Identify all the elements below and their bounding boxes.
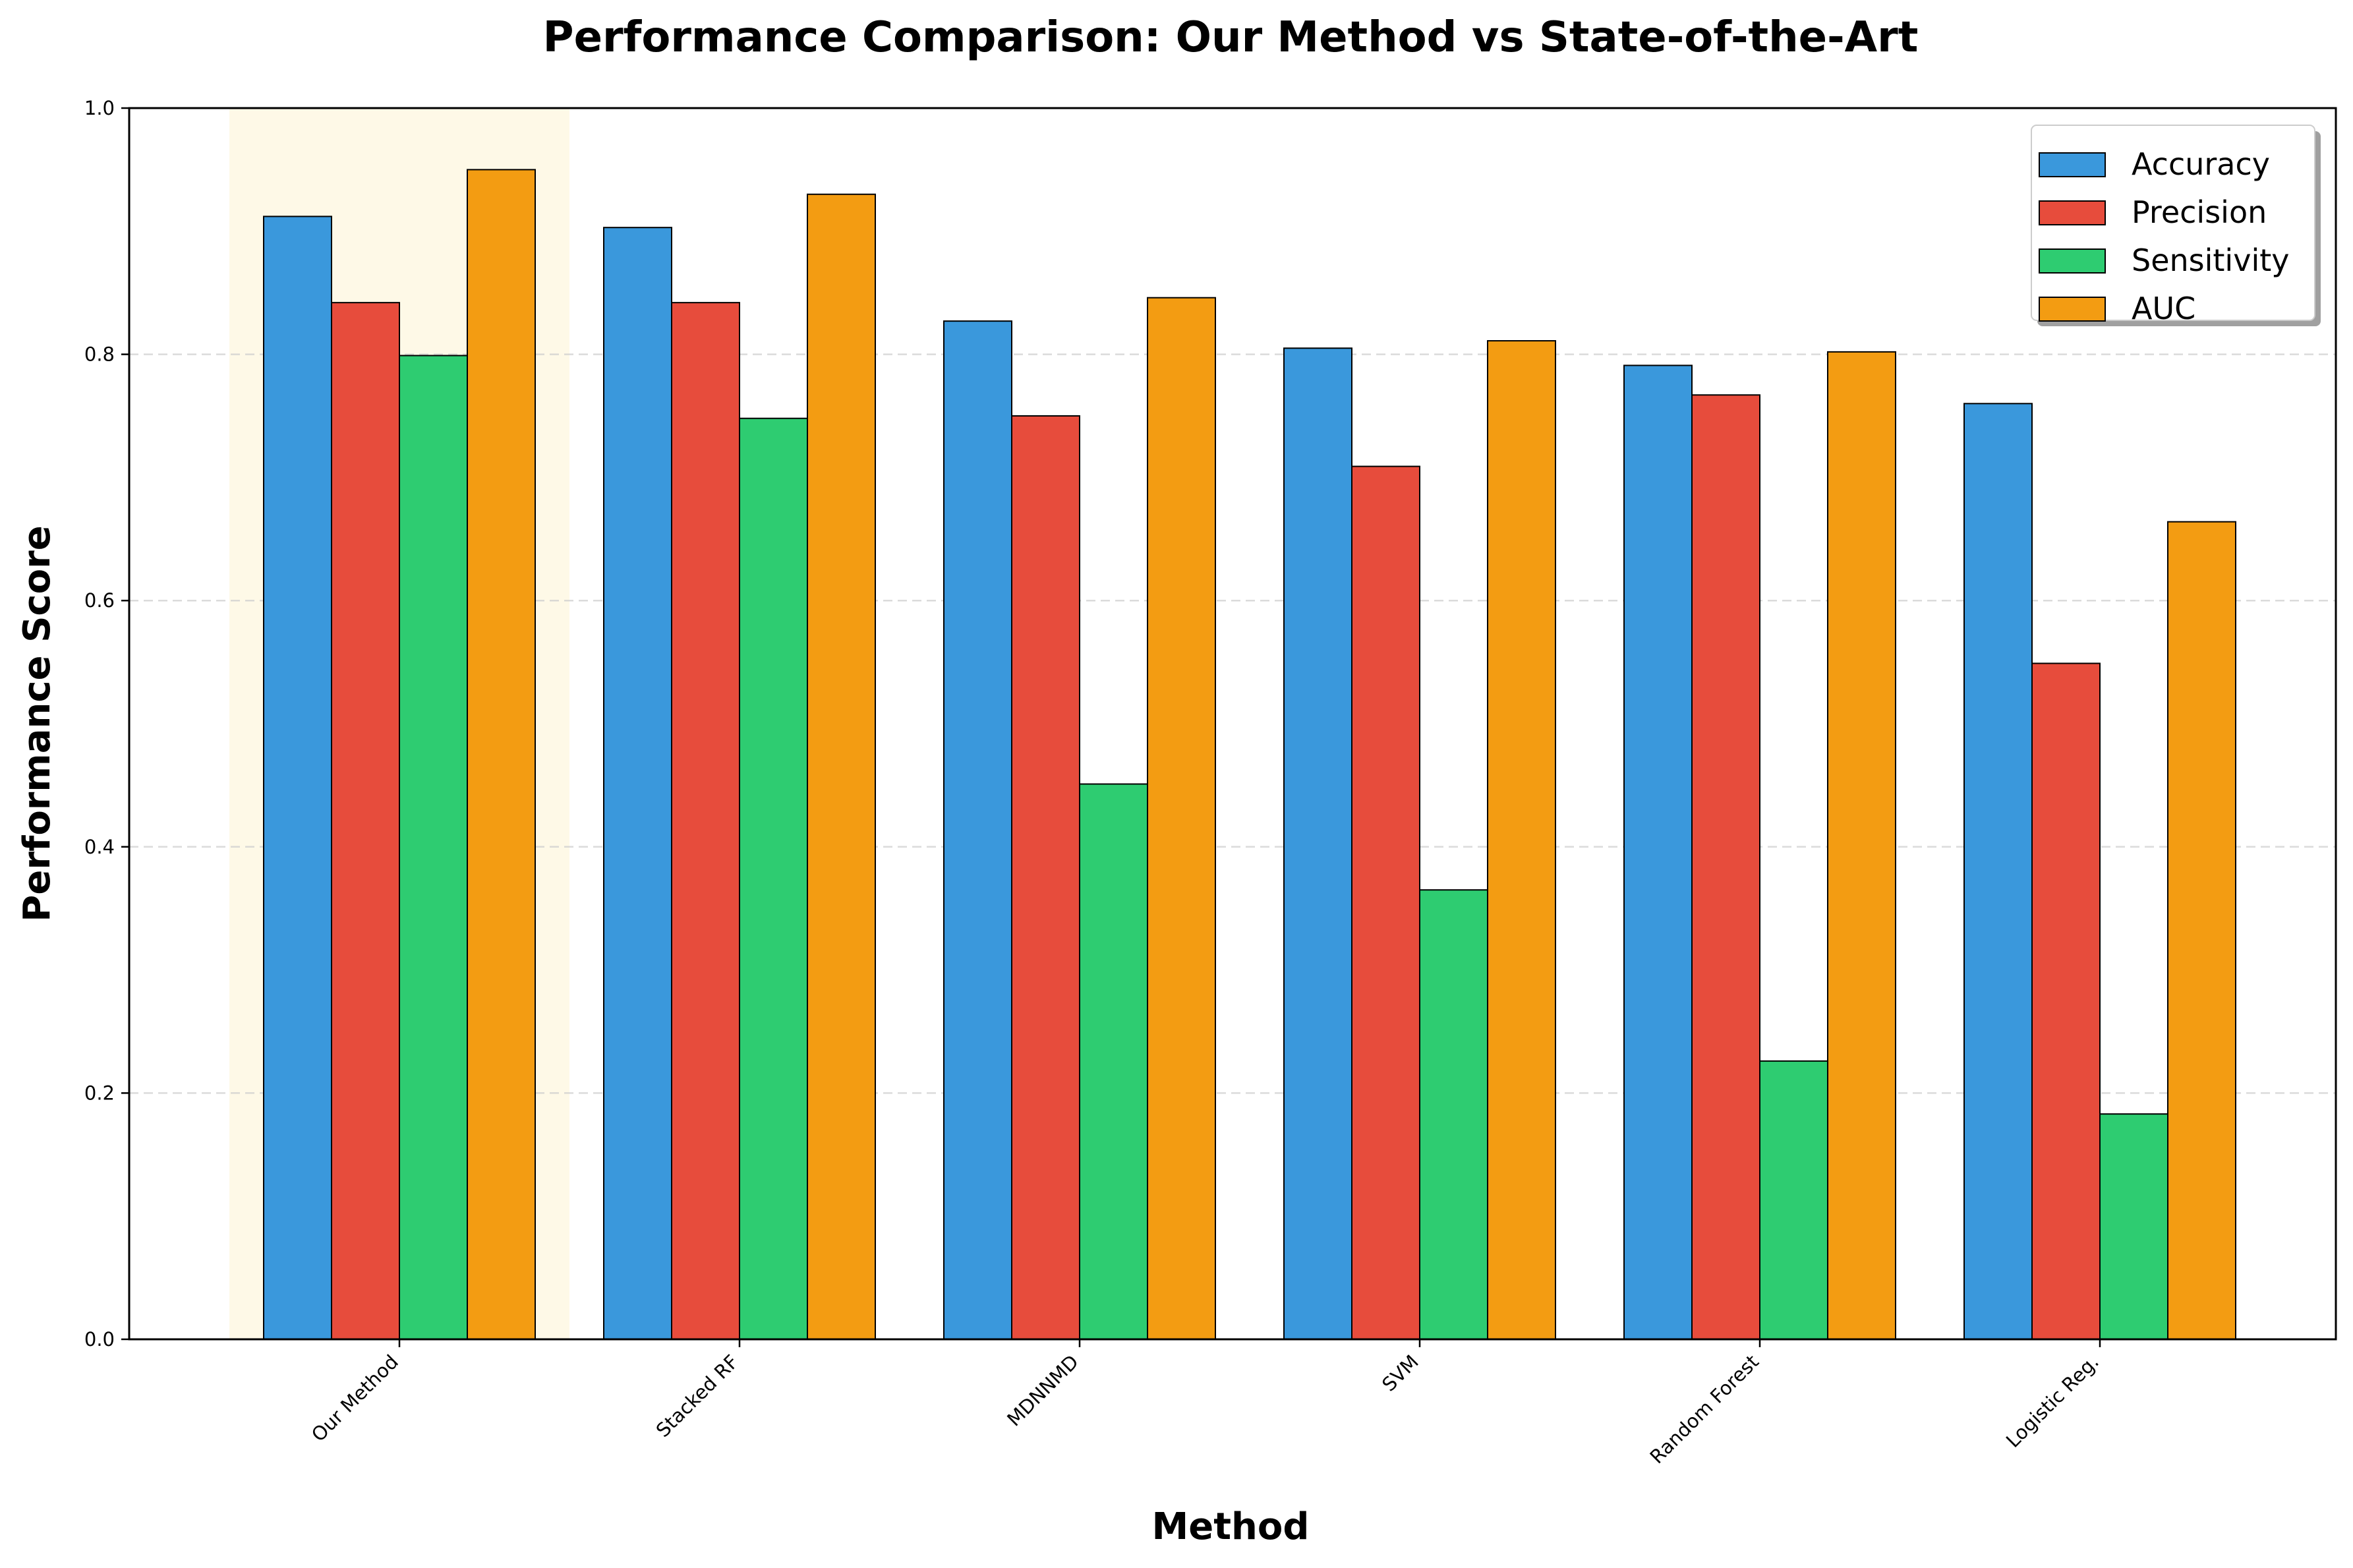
chart-title: Performance Comparison: Our Method vs St… — [543, 13, 1919, 62]
bar-svm-auc — [1487, 340, 1556, 1340]
y-tick-label: 0.0 — [84, 1328, 115, 1350]
legend-label-sensitivity: Sensitivity — [2132, 243, 2289, 278]
x-axis-label: Method — [1152, 1505, 1310, 1548]
bar-svm-accuracy — [1283, 347, 1352, 1340]
bar-random-forest-auc — [1827, 351, 1896, 1340]
bar-random-forest-precision — [1691, 394, 1760, 1340]
y-tick-label: 0.6 — [84, 589, 115, 612]
bar-our-method-accuracy — [263, 216, 332, 1340]
bar-logistic-reg-sensitivity — [2099, 1113, 2168, 1340]
y-tick-label: 0.2 — [84, 1082, 115, 1104]
bar-our-method-sensitivity — [399, 355, 468, 1340]
y-tick-label: 0.8 — [84, 343, 115, 366]
y-axis-ticks: 0.0 0.2 0.4 0.6 0.8 1.0 — [84, 97, 129, 1350]
bar-mdnnmd-sensitivity — [1079, 783, 1148, 1340]
y-tick-label: 1.0 — [84, 97, 115, 119]
legend-swatch-auc — [2039, 297, 2106, 322]
bar-logistic-reg-precision — [2031, 662, 2101, 1340]
legend-label-precision: Precision — [2132, 194, 2267, 230]
bar-stacked-rf-auc — [807, 193, 876, 1340]
bar-mdnnmd-auc — [1147, 297, 1216, 1340]
bar-svm-precision — [1351, 465, 1420, 1340]
legend-swatch-accuracy — [2039, 152, 2106, 177]
legend-swatch-precision — [2039, 200, 2106, 225]
bar-stacked-rf-accuracy — [603, 227, 672, 1340]
legend: Accuracy Precision Sensitivity AUC — [2031, 125, 2321, 326]
legend-label-auc: AUC — [2132, 291, 2195, 326]
bar-mdnnmd-precision — [1011, 415, 1080, 1340]
legend-label-accuracy: Accuracy — [2132, 146, 2270, 182]
bar-stacked-rf-precision — [671, 302, 740, 1340]
legend-swatch-sensitivity — [2039, 248, 2106, 274]
bar-mdnnmd-accuracy — [943, 320, 1012, 1341]
bar-random-forest-accuracy — [1623, 364, 1693, 1340]
bar-logistic-reg-accuracy — [1963, 403, 2033, 1341]
bar-our-method-auc — [467, 169, 536, 1340]
y-tick-label: 0.4 — [84, 836, 115, 858]
bar-random-forest-sensitivity — [1759, 1060, 1828, 1341]
plot-frame — [128, 107, 2337, 1341]
bars — [263, 169, 2236, 1341]
bar-logistic-reg-auc — [2167, 521, 2236, 1341]
bar-our-method-precision — [331, 302, 400, 1340]
y-axis-label: Performance Score — [16, 525, 59, 921]
bar-stacked-rf-sensitivity — [739, 417, 808, 1341]
bar-svm-sensitivity — [1419, 889, 1488, 1341]
